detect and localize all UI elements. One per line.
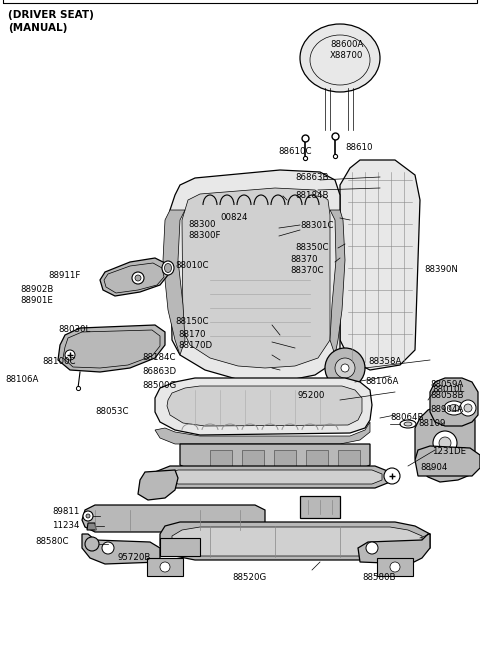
Circle shape bbox=[132, 272, 144, 284]
Text: 86863D: 86863D bbox=[142, 367, 176, 377]
Text: 88580C: 88580C bbox=[35, 538, 69, 546]
Ellipse shape bbox=[300, 24, 380, 92]
Polygon shape bbox=[182, 188, 330, 368]
Text: 88301C: 88301C bbox=[300, 221, 334, 229]
Text: 88911F: 88911F bbox=[48, 272, 80, 280]
Circle shape bbox=[335, 358, 355, 378]
Polygon shape bbox=[300, 496, 340, 518]
Text: 88350C: 88350C bbox=[295, 244, 328, 252]
Text: 88010C: 88010C bbox=[175, 261, 208, 269]
Polygon shape bbox=[82, 534, 160, 564]
Text: 95720B: 95720B bbox=[118, 553, 151, 563]
Text: 88610: 88610 bbox=[345, 143, 372, 153]
Text: 00824: 00824 bbox=[220, 214, 248, 223]
Text: 88010L: 88010L bbox=[432, 386, 464, 394]
Text: 88184B: 88184B bbox=[295, 191, 328, 200]
Ellipse shape bbox=[449, 405, 459, 411]
Circle shape bbox=[341, 364, 349, 372]
Circle shape bbox=[439, 437, 451, 449]
Polygon shape bbox=[306, 450, 328, 466]
Ellipse shape bbox=[400, 420, 416, 428]
Text: 1231DE: 1231DE bbox=[432, 447, 466, 457]
Text: 88600A
X88700: 88600A X88700 bbox=[330, 41, 363, 60]
Polygon shape bbox=[58, 325, 165, 372]
Circle shape bbox=[160, 562, 170, 572]
Ellipse shape bbox=[444, 401, 464, 415]
Polygon shape bbox=[274, 450, 296, 466]
Text: 11234: 11234 bbox=[52, 521, 80, 529]
Circle shape bbox=[390, 562, 400, 572]
Polygon shape bbox=[155, 466, 390, 488]
Circle shape bbox=[86, 514, 90, 518]
Polygon shape bbox=[210, 450, 232, 466]
Circle shape bbox=[464, 404, 472, 412]
Text: 88500G: 88500G bbox=[142, 381, 176, 390]
Polygon shape bbox=[160, 522, 430, 560]
Text: 88030L: 88030L bbox=[58, 326, 90, 335]
Polygon shape bbox=[358, 534, 430, 564]
Polygon shape bbox=[242, 450, 264, 466]
Polygon shape bbox=[415, 404, 475, 482]
Polygon shape bbox=[415, 446, 480, 476]
Text: 88100C: 88100C bbox=[42, 358, 75, 367]
Text: 89811: 89811 bbox=[52, 508, 79, 517]
Text: 88053C: 88053C bbox=[95, 407, 129, 417]
Circle shape bbox=[83, 511, 93, 521]
Text: 88904A: 88904A bbox=[430, 405, 463, 415]
Polygon shape bbox=[340, 160, 420, 370]
Text: 88358A: 88358A bbox=[368, 358, 401, 367]
Polygon shape bbox=[168, 470, 382, 484]
Polygon shape bbox=[180, 444, 370, 472]
Circle shape bbox=[325, 348, 365, 388]
Polygon shape bbox=[430, 378, 478, 426]
Polygon shape bbox=[338, 450, 360, 466]
Polygon shape bbox=[147, 558, 183, 576]
Text: 88106A: 88106A bbox=[365, 377, 398, 386]
Polygon shape bbox=[87, 523, 96, 530]
Polygon shape bbox=[82, 505, 265, 532]
Text: (DRIVER SEAT)
(MANUAL): (DRIVER SEAT) (MANUAL) bbox=[8, 10, 94, 33]
Text: 88106A: 88106A bbox=[5, 375, 38, 384]
Polygon shape bbox=[138, 470, 178, 500]
Text: 86863B: 86863B bbox=[295, 174, 328, 183]
Text: 88300
88300F: 88300 88300F bbox=[188, 220, 220, 240]
Circle shape bbox=[85, 537, 99, 551]
Polygon shape bbox=[160, 538, 200, 556]
Circle shape bbox=[384, 468, 400, 484]
Ellipse shape bbox=[404, 422, 412, 426]
Ellipse shape bbox=[165, 263, 171, 272]
Circle shape bbox=[460, 400, 476, 416]
Text: 88610C: 88610C bbox=[278, 147, 312, 157]
Text: 88904: 88904 bbox=[420, 464, 447, 472]
Text: 88520G: 88520G bbox=[232, 574, 266, 582]
Polygon shape bbox=[155, 378, 372, 435]
Text: 88902B
88901E: 88902B 88901E bbox=[20, 286, 53, 305]
Text: 88370
88370C: 88370 88370C bbox=[290, 255, 324, 274]
Circle shape bbox=[102, 542, 114, 554]
Text: 88109: 88109 bbox=[418, 419, 445, 428]
Text: 88059A
88058B: 88059A 88058B bbox=[430, 381, 464, 400]
Circle shape bbox=[366, 542, 378, 554]
Text: 88150C: 88150C bbox=[175, 318, 208, 326]
Text: 88064B: 88064B bbox=[390, 413, 423, 422]
Text: 88170
88170D: 88170 88170D bbox=[178, 330, 212, 350]
Text: 88390N: 88390N bbox=[424, 265, 458, 274]
Polygon shape bbox=[377, 558, 413, 576]
Text: 88580B: 88580B bbox=[362, 574, 396, 582]
Text: 95200: 95200 bbox=[298, 390, 325, 400]
Polygon shape bbox=[330, 210, 345, 355]
Polygon shape bbox=[167, 386, 362, 426]
Polygon shape bbox=[100, 258, 168, 296]
Polygon shape bbox=[163, 210, 185, 355]
Circle shape bbox=[433, 431, 457, 455]
Text: 88184C: 88184C bbox=[142, 354, 176, 362]
Polygon shape bbox=[170, 170, 340, 382]
Polygon shape bbox=[155, 422, 370, 444]
Polygon shape bbox=[172, 527, 422, 556]
Circle shape bbox=[135, 275, 141, 281]
Ellipse shape bbox=[162, 261, 174, 275]
Circle shape bbox=[65, 350, 75, 360]
